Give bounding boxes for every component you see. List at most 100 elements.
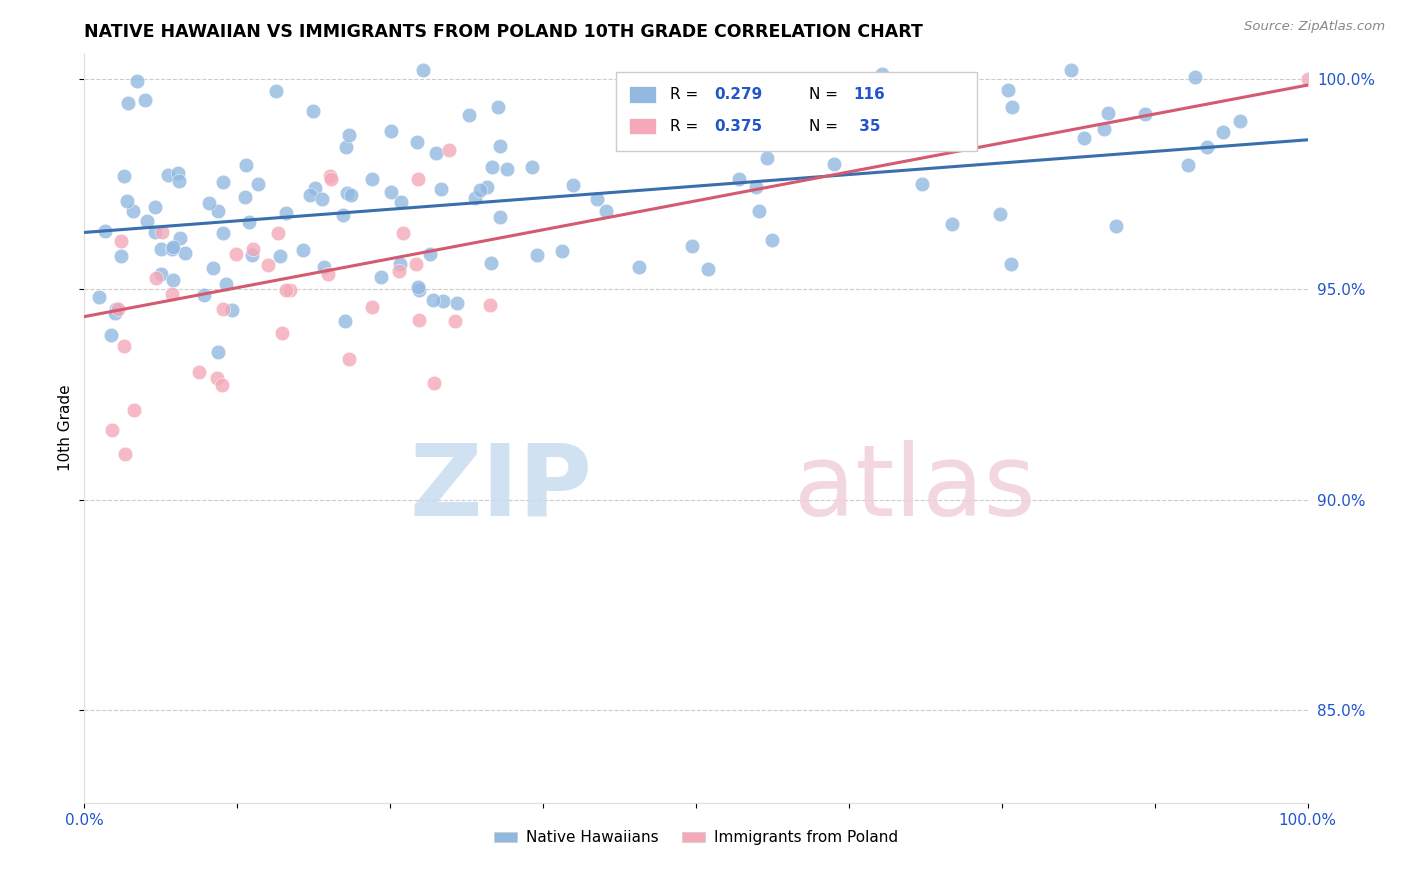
Point: [911, 177, 934, 191]
Point: [193, 288, 215, 302]
Point: [1105, 219, 1128, 234]
Point: [145, 271, 167, 285]
Point: [340, 187, 363, 202]
Point: [423, 376, 446, 390]
Point: [332, 208, 354, 222]
Point: [1197, 139, 1219, 153]
Point: [432, 293, 454, 308]
Point: [408, 313, 430, 327]
Point: [215, 277, 238, 291]
Point: [361, 171, 384, 186]
Point: [107, 301, 129, 316]
Point: [312, 260, 335, 274]
Point: [406, 136, 429, 150]
Point: [202, 261, 225, 276]
Point: [110, 234, 132, 248]
Point: [174, 246, 197, 260]
Point: [160, 287, 183, 301]
Point: [496, 161, 519, 176]
Point: [419, 247, 441, 261]
Point: [162, 240, 184, 254]
Y-axis label: 10th Grade: 10th Grade: [58, 384, 73, 472]
Point: [278, 284, 301, 298]
Point: [1229, 113, 1251, 128]
Point: [1133, 107, 1156, 121]
Point: [479, 256, 502, 270]
Point: [997, 82, 1019, 96]
Point: [586, 192, 609, 206]
Point: [276, 206, 298, 220]
Point: [837, 120, 859, 134]
Text: Source: ZipAtlas.com: Source: ZipAtlas.com: [1244, 20, 1385, 33]
Point: [269, 249, 291, 263]
Point: [212, 226, 235, 240]
Point: [728, 172, 751, 186]
Point: [761, 233, 783, 247]
Point: [221, 303, 243, 318]
Text: R =: R =: [671, 119, 703, 134]
Point: [425, 145, 447, 160]
Point: [1000, 257, 1022, 271]
Point: [122, 204, 145, 219]
Point: [446, 295, 468, 310]
Point: [233, 190, 256, 204]
FancyBboxPatch shape: [616, 72, 977, 151]
Point: [188, 365, 211, 379]
Point: [114, 447, 136, 461]
Point: [101, 423, 124, 437]
Point: [291, 243, 314, 257]
Bar: [628, 87, 655, 103]
Point: [870, 67, 893, 81]
Text: NATIVE HAWAIIAN VS IMMIGRANTS FROM POLAND 10TH GRADE CORRELATION CHART: NATIVE HAWAIIAN VS IMMIGRANTS FROM POLAN…: [84, 23, 924, 41]
Point: [389, 194, 412, 209]
Point: [156, 169, 179, 183]
Point: [1092, 122, 1115, 136]
Point: [235, 158, 257, 172]
Point: [337, 128, 360, 143]
Point: [406, 171, 429, 186]
Point: [479, 298, 502, 312]
Point: [112, 169, 135, 183]
Point: [136, 214, 159, 228]
Point: [110, 249, 132, 263]
Text: 116: 116: [853, 87, 886, 103]
Point: [266, 226, 288, 240]
Point: [143, 200, 166, 214]
Point: [388, 264, 411, 278]
Point: [681, 239, 703, 253]
Point: [212, 301, 235, 316]
Point: [1177, 158, 1199, 172]
Point: [380, 124, 402, 138]
Point: [276, 283, 298, 297]
Point: [388, 257, 411, 271]
Point: [489, 210, 512, 224]
Point: [100, 327, 122, 342]
Text: R =: R =: [671, 87, 703, 103]
Point: [405, 257, 427, 271]
Point: [756, 151, 779, 165]
Point: [464, 191, 486, 205]
Point: [422, 293, 444, 308]
Point: [167, 166, 190, 180]
Point: [104, 306, 127, 320]
Point: [748, 204, 770, 219]
Point: [1060, 63, 1083, 78]
Point: [212, 175, 235, 189]
Point: [311, 192, 333, 206]
Point: [225, 247, 247, 261]
Point: [335, 314, 357, 328]
Point: [406, 280, 429, 294]
Point: [457, 108, 479, 122]
Point: [207, 203, 229, 218]
Point: [299, 188, 322, 202]
Point: [561, 178, 583, 193]
Point: [160, 242, 183, 256]
Point: [319, 171, 342, 186]
Text: 0.375: 0.375: [714, 119, 762, 134]
Text: N =: N =: [808, 87, 842, 103]
Point: [391, 226, 413, 240]
Point: [257, 258, 280, 272]
Point: [264, 84, 287, 98]
Point: [437, 143, 460, 157]
Point: [319, 169, 342, 183]
